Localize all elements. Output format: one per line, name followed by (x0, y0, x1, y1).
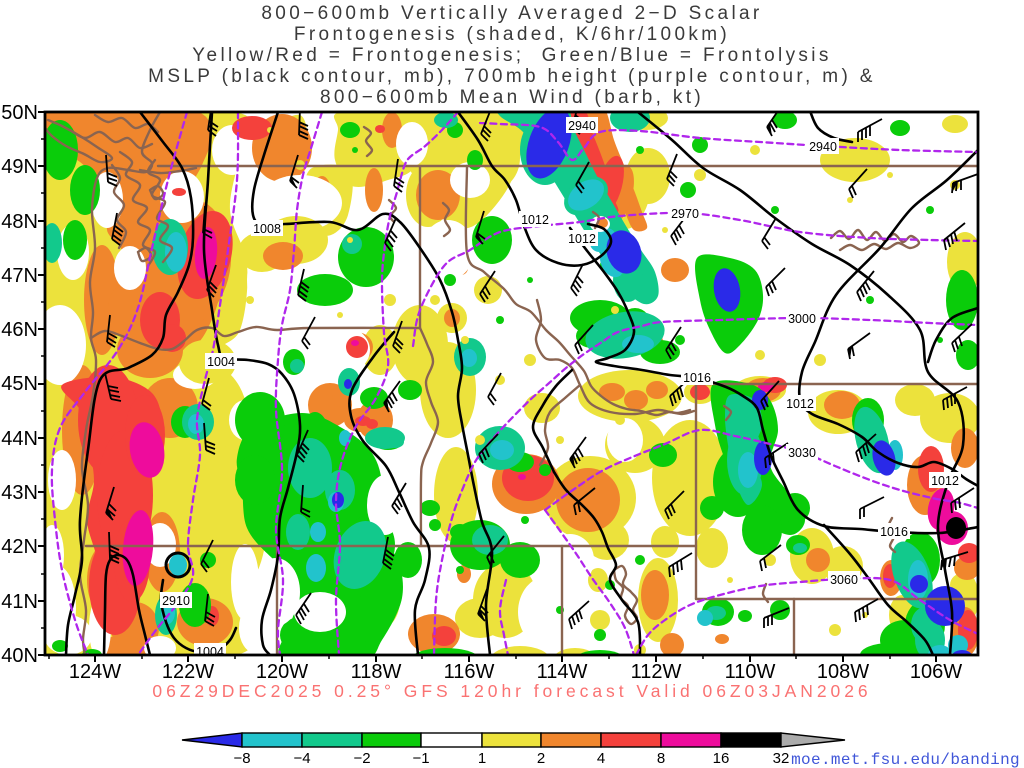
svg-text:−4: −4 (293, 750, 310, 767)
svg-text:2970: 2970 (671, 207, 699, 221)
svg-text:1008: 1008 (253, 222, 281, 236)
svg-text:800−600mb Vertically Averaged: 800−600mb Vertically Averaged 2−D Scalar (261, 3, 762, 24)
svg-text:120W: 120W (256, 661, 308, 683)
svg-text:16: 16 (713, 750, 730, 767)
svg-text:Yellow/Red = Frontogenesis; G: Yellow/Red = Frontogenesis; Green/Blue =… (192, 45, 831, 66)
svg-text:50N: 50N (1, 102, 38, 124)
svg-text:2910: 2910 (162, 594, 190, 608)
svg-text:3060: 3060 (830, 573, 858, 587)
svg-text:1016: 1016 (880, 525, 908, 539)
svg-text:41N: 41N (1, 591, 38, 613)
svg-text:114W: 114W (537, 661, 588, 683)
svg-text:−8: −8 (233, 750, 250, 767)
svg-text:1: 1 (478, 750, 486, 767)
svg-text:Frontogenesis (shaded, K/6hr/1: Frontogenesis (shaded, K/6hr/100km) (294, 24, 730, 45)
svg-text:1004: 1004 (196, 645, 224, 659)
svg-text:49N: 49N (1, 156, 38, 178)
svg-text:1012: 1012 (786, 397, 814, 411)
svg-text:118W: 118W (351, 661, 402, 683)
svg-text:43N: 43N (1, 482, 38, 504)
svg-text:1016: 1016 (683, 371, 711, 385)
svg-text:moe.met.fsu.edu/banding: moe.met.fsu.edu/banding (791, 751, 1020, 768)
svg-text:122W: 122W (162, 661, 214, 683)
svg-text:3000: 3000 (788, 312, 816, 326)
svg-text:−1: −1 (412, 750, 429, 767)
svg-text:42N: 42N (1, 536, 38, 558)
svg-text:2940: 2940 (809, 140, 837, 154)
svg-text:45N: 45N (1, 373, 38, 395)
svg-text:2: 2 (537, 750, 545, 767)
svg-text:124W: 124W (69, 661, 121, 683)
svg-text:32: 32 (773, 750, 790, 767)
svg-text:MSLP (black contour, mb), 700m: MSLP (black contour, mb), 700mb height (… (148, 66, 876, 87)
svg-text:4: 4 (597, 750, 605, 767)
svg-text:1004: 1004 (207, 355, 235, 369)
svg-text:8: 8 (657, 750, 665, 767)
svg-text:108W: 108W (817, 661, 869, 683)
svg-text:1012: 1012 (521, 213, 549, 227)
svg-text:47N: 47N (1, 265, 38, 287)
svg-text:44N: 44N (1, 428, 38, 450)
svg-text:48N: 48N (1, 211, 38, 233)
svg-text:2940: 2940 (568, 119, 596, 133)
svg-text:3030: 3030 (788, 446, 816, 460)
svg-text:116W: 116W (444, 661, 495, 683)
svg-text:1012: 1012 (931, 474, 959, 488)
svg-text:06Z29DEC2025 0.25° GFS 120hr f: 06Z29DEC2025 0.25° GFS 120hr forecast Va… (152, 681, 871, 701)
svg-text:112W: 112W (631, 661, 682, 683)
svg-text:106W: 106W (910, 661, 962, 683)
svg-text:40N: 40N (1, 645, 38, 667)
svg-text:−2: −2 (353, 750, 370, 767)
svg-text:1012: 1012 (568, 232, 596, 246)
svg-text:110W: 110W (725, 661, 776, 683)
svg-text:800−600mb Mean Wind (barb, kt): 800−600mb Mean Wind (barb, kt) (320, 87, 704, 108)
svg-text:46N: 46N (1, 319, 38, 341)
